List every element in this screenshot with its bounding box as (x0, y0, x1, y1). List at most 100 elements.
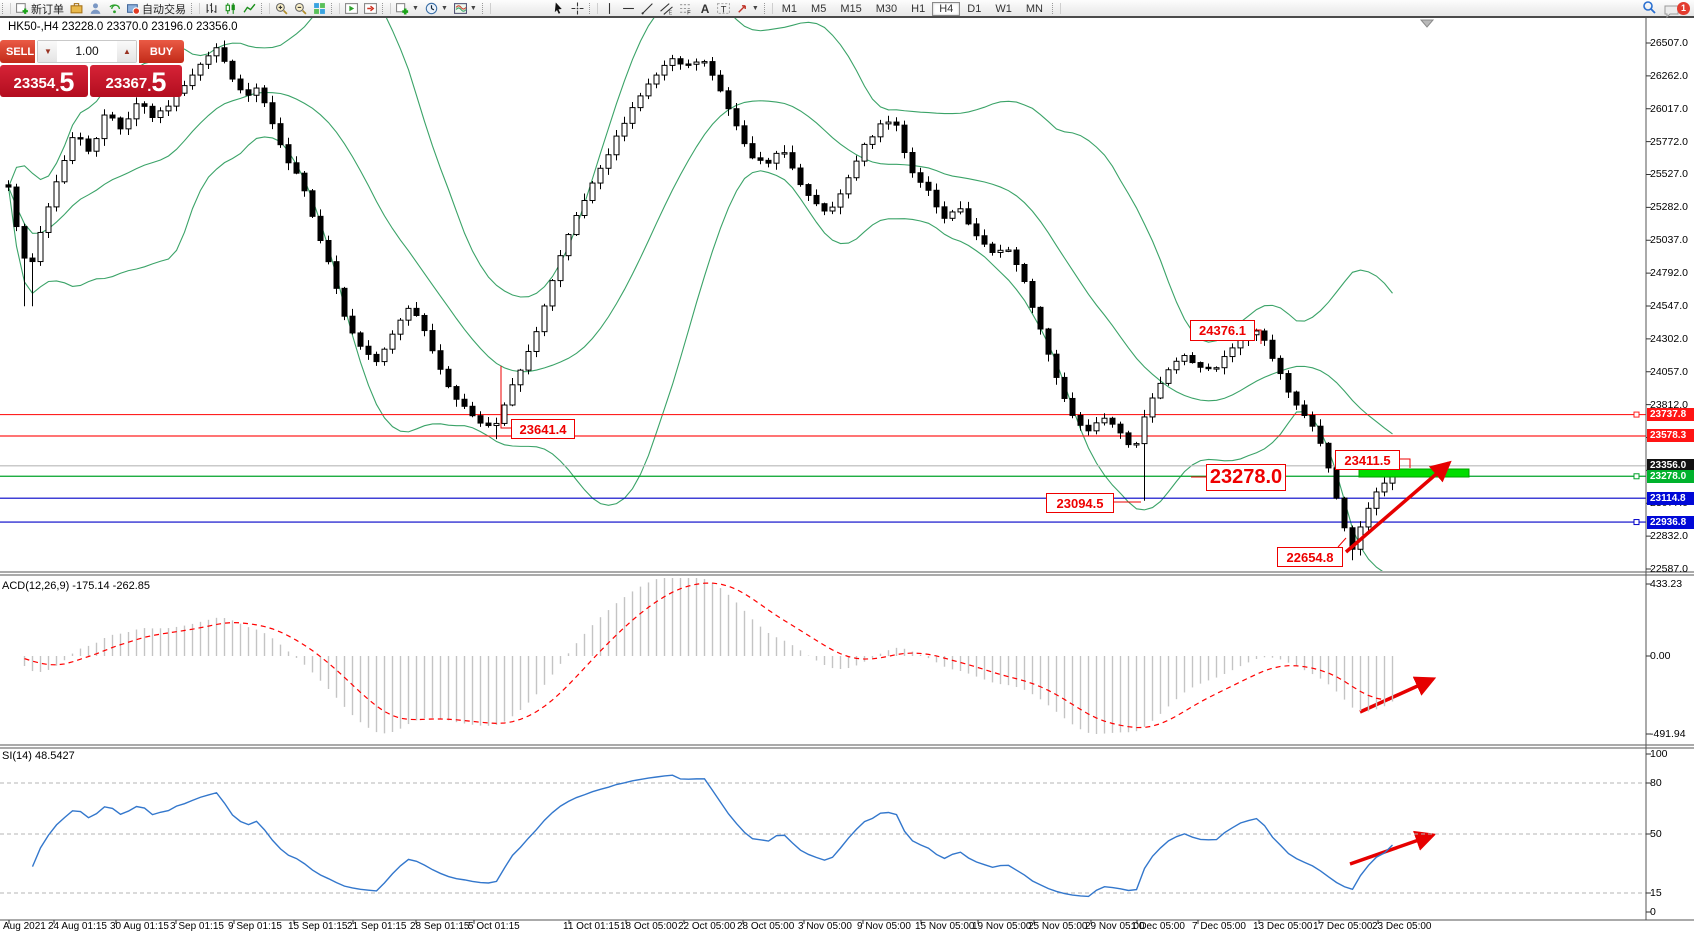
chat-icon[interactable]: 1 (1664, 1, 1690, 18)
time-label: 13 Dec 05:00 (1253, 921, 1313, 932)
timeframe-m15-button[interactable]: M15 (833, 2, 868, 16)
price-annotation-24376.1[interactable]: 24376.1 (1190, 320, 1255, 341)
tile-windows-icon (313, 2, 326, 15)
template-button[interactable]: ▼ (451, 2, 480, 16)
time-label: 30 Aug 01:15 (110, 921, 169, 932)
signal-button[interactable] (105, 2, 124, 16)
trendline-icon (641, 2, 654, 15)
toolbar-separator (588, 3, 598, 14)
timeframe-h4-button[interactable]: H4 (932, 1, 961, 16)
volume-value[interactable]: 1.00 (75, 44, 99, 58)
sell-price-display[interactable]: 23354. 5 (0, 65, 88, 97)
price-annotation-23278.0[interactable]: 23278.0 (1206, 464, 1286, 491)
level-line-handle[interactable] (1633, 411, 1640, 418)
time-label: 15 Sep 01:15 (288, 921, 348, 932)
briefcase-button[interactable] (67, 2, 86, 16)
text-a-button[interactable]: A (695, 2, 714, 16)
new-order-button[interactable]: 新订单 (13, 2, 67, 16)
sell-price-dot: . (55, 78, 60, 95)
zoom-out-icon (294, 2, 307, 15)
volume-increase-button[interactable]: ▲ (117, 41, 136, 62)
text-label-button[interactable]: T (714, 2, 733, 16)
timeframe-m1-button[interactable]: M1 (775, 2, 804, 16)
indicator-tick-0: 0 (1650, 906, 1656, 918)
fibonacci-icon: F (679, 2, 692, 15)
level-line-handle[interactable] (1633, 473, 1640, 480)
timeframe-h1-button[interactable]: H1 (904, 2, 932, 16)
clock-button[interactable]: ▼ (422, 2, 451, 16)
svg-text:T: T (721, 4, 727, 14)
price-annotation-22654.8[interactable]: 22654.8 (1277, 547, 1343, 567)
hline-button[interactable] (619, 2, 638, 16)
crosshair-icon (571, 2, 584, 15)
time-label: 15 Nov 05:00 (915, 921, 975, 932)
trend-arrow-2[interactable] (1359, 676, 1437, 714)
trend-arrow-3[interactable] (1349, 830, 1437, 866)
line-chart-button[interactable] (240, 2, 259, 16)
timeframe-mn-button[interactable]: MN (1019, 2, 1050, 16)
zoom-in-button[interactable] (272, 2, 291, 16)
timeframe-w1-button[interactable]: W1 (988, 2, 1019, 16)
bollinger-middle-band (7, 91, 1393, 435)
tile-windows-button[interactable] (310, 2, 329, 16)
indicator-tick-50: 50 (1650, 828, 1662, 840)
main-toolbar: 新订单 自动交易 ▼ ▼ ▼ E F A T ▼ M1 M5 M15 M30 H1 H4 D1 W1 MN (0, 0, 1694, 18)
level-line-handle[interactable] (1633, 519, 1640, 526)
autotrade-label: 自动交易 (142, 3, 186, 16)
indicator-tick--491.94: -491.94 (1650, 728, 1686, 740)
support-button[interactable] (86, 2, 105, 16)
chart-shift-button[interactable] (361, 2, 380, 16)
candles-chart-button[interactable] (221, 2, 240, 16)
time-label: 23 Dec 05:00 (1372, 921, 1432, 932)
indicators-button[interactable]: ▼ (393, 2, 422, 16)
search-icon[interactable] (1642, 0, 1656, 19)
briefcase-icon (70, 2, 83, 15)
indicator-tick-0.00: 0.00 (1650, 650, 1671, 662)
price-tick-26262.0: 26262.0 (1650, 69, 1688, 82)
time-label: 18 Oct 05:00 (620, 921, 678, 932)
buy-button[interactable]: BUY (139, 40, 184, 63)
time-label: 22 Oct 05:00 (678, 921, 736, 932)
fibonacci-button[interactable]: F (676, 2, 695, 16)
arrows-button[interactable]: ▼ (733, 2, 762, 16)
chart-header-ohlc: HK50-,H4 23228.0 23370.0 23196.0 23356.0 (8, 21, 238, 33)
highlight-zone-bar[interactable] (1358, 468, 1470, 478)
timeframe-m5-button[interactable]: M5 (804, 2, 833, 16)
price-annotation-23094.5[interactable]: 23094.5 (1046, 493, 1114, 513)
chevron-down-icon: ▼ (412, 5, 419, 12)
zoom-out-button[interactable] (291, 2, 310, 16)
price-annotation-23641.4[interactable]: 23641.4 (511, 419, 575, 439)
channel-button[interactable]: E (657, 2, 676, 16)
cursor-button[interactable] (549, 2, 568, 16)
svg-text:E: E (668, 10, 672, 15)
toolbar-separator (191, 3, 200, 14)
indicator-tick-15: 15 (1650, 887, 1662, 899)
timeframe-m30-button[interactable]: M30 (869, 2, 904, 16)
autotrade-button[interactable]: 自动交易 (124, 2, 189, 16)
time-label: 5 Oct 01:15 (468, 921, 520, 932)
vline-icon (603, 2, 616, 15)
chart-canvas[interactable] (0, 17, 1694, 934)
sell-button[interactable]: SELL (0, 40, 35, 63)
bars-chart-button[interactable] (202, 2, 221, 16)
price-tag-23356.0: 23356.0 (1647, 459, 1694, 473)
arrows-icon (736, 2, 749, 15)
price-tick-24792.0: 24792.0 (1650, 267, 1688, 280)
price-tick-25772.0: 25772.0 (1650, 135, 1688, 148)
timeframe-d1-button[interactable]: D1 (960, 2, 988, 16)
zoom-in-icon (275, 2, 288, 15)
trend-arrow-1[interactable] (1344, 460, 1452, 554)
auto-scroll-button[interactable] (342, 2, 361, 16)
buy-price-display[interactable]: 23367. 5 (90, 65, 182, 97)
annotation-leader (500, 366, 511, 429)
time-label: 3 Sep 01:15 (170, 921, 224, 932)
clock-icon (425, 2, 438, 15)
price-tick-22587.0: 22587.0 (1650, 562, 1688, 575)
cursor-icon (552, 2, 565, 15)
vline-button[interactable] (600, 2, 619, 16)
crosshair-button[interactable] (568, 2, 587, 16)
main-pane-graphics (0, 18, 1646, 571)
price-annotation-23411.5[interactable]: 23411.5 (1335, 450, 1400, 470)
volume-decrease-button[interactable]: ▼ (38, 41, 57, 62)
trendline-button[interactable] (638, 2, 657, 16)
